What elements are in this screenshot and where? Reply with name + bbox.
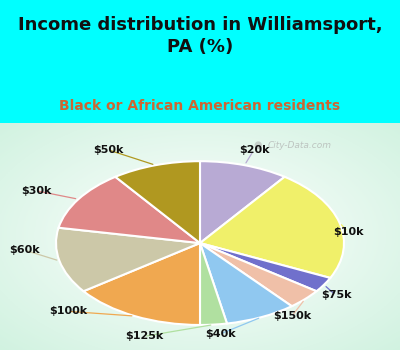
Wedge shape	[56, 228, 200, 291]
Wedge shape	[115, 161, 200, 243]
Text: $125k: $125k	[125, 331, 163, 341]
Text: Black or African American residents: Black or African American residents	[60, 99, 340, 113]
Text: $100k: $100k	[49, 306, 87, 316]
Text: $50k: $50k	[93, 145, 123, 155]
Wedge shape	[58, 177, 200, 243]
Text: $30k: $30k	[21, 186, 51, 196]
Wedge shape	[200, 243, 292, 323]
Text: $75k: $75k	[321, 290, 351, 300]
Text: ●: ●	[254, 140, 262, 150]
Text: $150k: $150k	[273, 311, 311, 321]
Wedge shape	[200, 243, 316, 306]
Wedge shape	[200, 161, 285, 243]
Wedge shape	[200, 177, 344, 278]
Text: $20k: $20k	[239, 145, 269, 155]
Wedge shape	[200, 243, 227, 325]
Wedge shape	[200, 243, 330, 291]
Text: City-Data.com: City-Data.com	[268, 141, 332, 150]
Text: Income distribution in Williamsport,
PA (%): Income distribution in Williamsport, PA …	[18, 16, 382, 56]
Text: $40k: $40k	[205, 329, 235, 339]
Wedge shape	[84, 243, 200, 325]
Text: $10k: $10k	[333, 227, 363, 237]
Text: $60k: $60k	[9, 245, 39, 255]
